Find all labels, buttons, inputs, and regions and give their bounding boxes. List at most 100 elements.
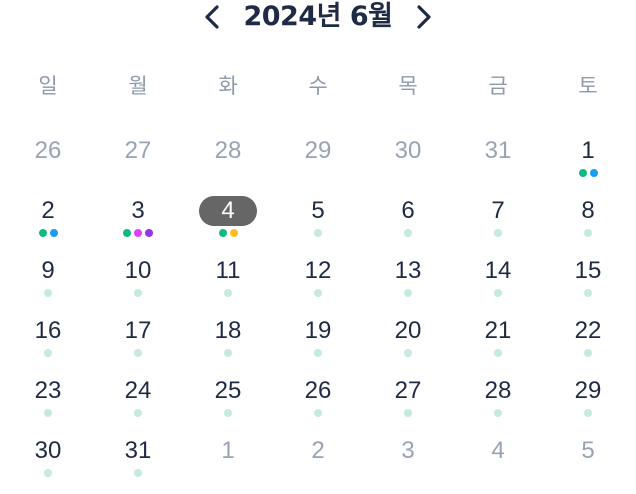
day-cell[interactable]: 28 (453, 374, 543, 434)
event-dot (589, 169, 598, 177)
next-month-button[interactable] (407, 0, 441, 34)
event-dots (44, 469, 52, 478)
month-title: 2024년 6월 (243, 1, 393, 32)
day-number: 31 (484, 137, 512, 164)
event-dot (404, 229, 412, 237)
day-cell[interactable]: 26 (273, 374, 363, 434)
day-cell[interactable]: 17 (93, 314, 183, 374)
day-cell[interactable]: 9 (3, 254, 93, 314)
event-dot (494, 349, 502, 357)
event-dot (134, 289, 142, 297)
weekday-label-wed: 수 (308, 74, 328, 98)
event-dot (229, 229, 238, 237)
day-cell[interactable]: 13 (363, 254, 453, 314)
day-cell[interactable]: 27 (363, 374, 453, 434)
event-dot (44, 349, 52, 357)
day-number: 31 (124, 437, 152, 464)
day-number: 30 (394, 137, 422, 164)
event-dot (314, 409, 322, 417)
event-dot (44, 409, 52, 417)
day-cell[interactable]: 29 (273, 134, 363, 194)
event-dots (44, 349, 52, 358)
day-cell[interactable]: 24 (93, 374, 183, 434)
event-dot (578, 169, 587, 177)
chevron-right-icon (416, 5, 431, 29)
event-dots (224, 409, 232, 418)
day-number: 25 (214, 377, 242, 404)
event-dot (38, 229, 47, 237)
day-cell[interactable]: 3 (363, 434, 453, 494)
day-cell[interactable]: 30 (3, 434, 93, 494)
day-cell[interactable]: 19 (273, 314, 363, 374)
day-cell[interactable]: 14 (453, 254, 543, 314)
day-cell[interactable]: 4 (453, 434, 543, 494)
day-cell[interactable]: 18 (183, 314, 273, 374)
calendar-header: 2024년 6월 (0, 0, 636, 34)
day-cell[interactable]: 1 (543, 134, 633, 194)
day-cell[interactable]: 11 (183, 254, 273, 314)
day-cell[interactable]: 15 (543, 254, 633, 314)
day-number: 24 (124, 377, 152, 404)
day-cell[interactable]: 5 (273, 194, 363, 254)
day-cell[interactable]: 8 (543, 194, 633, 254)
day-number: 7 (491, 197, 505, 224)
event-dots (218, 229, 238, 238)
day-number: 1 (581, 137, 595, 164)
day-cell[interactable]: 10 (93, 254, 183, 314)
day-cell[interactable]: 3 (93, 194, 183, 254)
event-dot (584, 289, 592, 297)
day-cell[interactable]: 1 (183, 434, 273, 494)
event-dot (44, 469, 52, 477)
day-cell[interactable]: 31 (93, 434, 183, 494)
days-grid: 26 27 28 29 30 31 1 2 3 4 5 6 7 8 9 10 11 12 13 14 15 16 17 18 1… (3, 134, 633, 494)
day-number: 18 (214, 317, 242, 344)
event-dots (494, 349, 502, 358)
prev-month-button[interactable] (195, 0, 229, 34)
day-cell[interactable]: 5 (543, 434, 633, 494)
day-cell[interactable]: 23 (3, 374, 93, 434)
day-number: 13 (394, 257, 422, 284)
day-number: 5 (311, 197, 325, 224)
day-cell[interactable]: 7 (453, 194, 543, 254)
day-cell[interactable]: 2 (3, 194, 93, 254)
event-dots (123, 229, 153, 238)
day-cell[interactable]: 12 (273, 254, 363, 314)
day-number: 26 (34, 137, 62, 164)
day-cell[interactable]: 30 (363, 134, 453, 194)
day-cell[interactable]: 2 (273, 434, 363, 494)
day-cell[interactable]: 20 (363, 314, 453, 374)
day-number: 22 (574, 317, 602, 344)
event-dots (314, 229, 322, 238)
event-dots (494, 229, 502, 238)
event-dots (38, 229, 58, 238)
day-cell[interactable]: 16 (3, 314, 93, 374)
event-dots (134, 349, 142, 358)
event-dots (584, 229, 592, 238)
event-dots (224, 289, 232, 298)
event-dot (134, 409, 142, 417)
event-dots (578, 169, 598, 178)
day-cell[interactable]: 27 (93, 134, 183, 194)
day-cell[interactable]: 21 (453, 314, 543, 374)
day-cell[interactable]: 25 (183, 374, 273, 434)
day-cell[interactable]: 6 (363, 194, 453, 254)
day-cell[interactable]: 29 (543, 374, 633, 434)
day-cell[interactable]: 26 (3, 134, 93, 194)
event-dots (404, 349, 412, 358)
day-number: 20 (394, 317, 422, 344)
day-cell[interactable]: 31 (453, 134, 543, 194)
event-dot (494, 289, 502, 297)
day-number: 28 (484, 377, 512, 404)
event-dot (314, 349, 322, 357)
weekday-label-fri: 금 (488, 74, 508, 98)
day-cell[interactable]: 22 (543, 314, 633, 374)
event-dot (224, 349, 232, 357)
event-dot (584, 349, 592, 357)
day-number: 17 (124, 317, 152, 344)
day-cell-selected[interactable]: 4 (183, 194, 273, 254)
event-dot (314, 229, 322, 237)
day-cell[interactable]: 28 (183, 134, 273, 194)
event-dot (224, 409, 232, 417)
event-dot (218, 229, 227, 237)
event-dots (134, 409, 142, 418)
